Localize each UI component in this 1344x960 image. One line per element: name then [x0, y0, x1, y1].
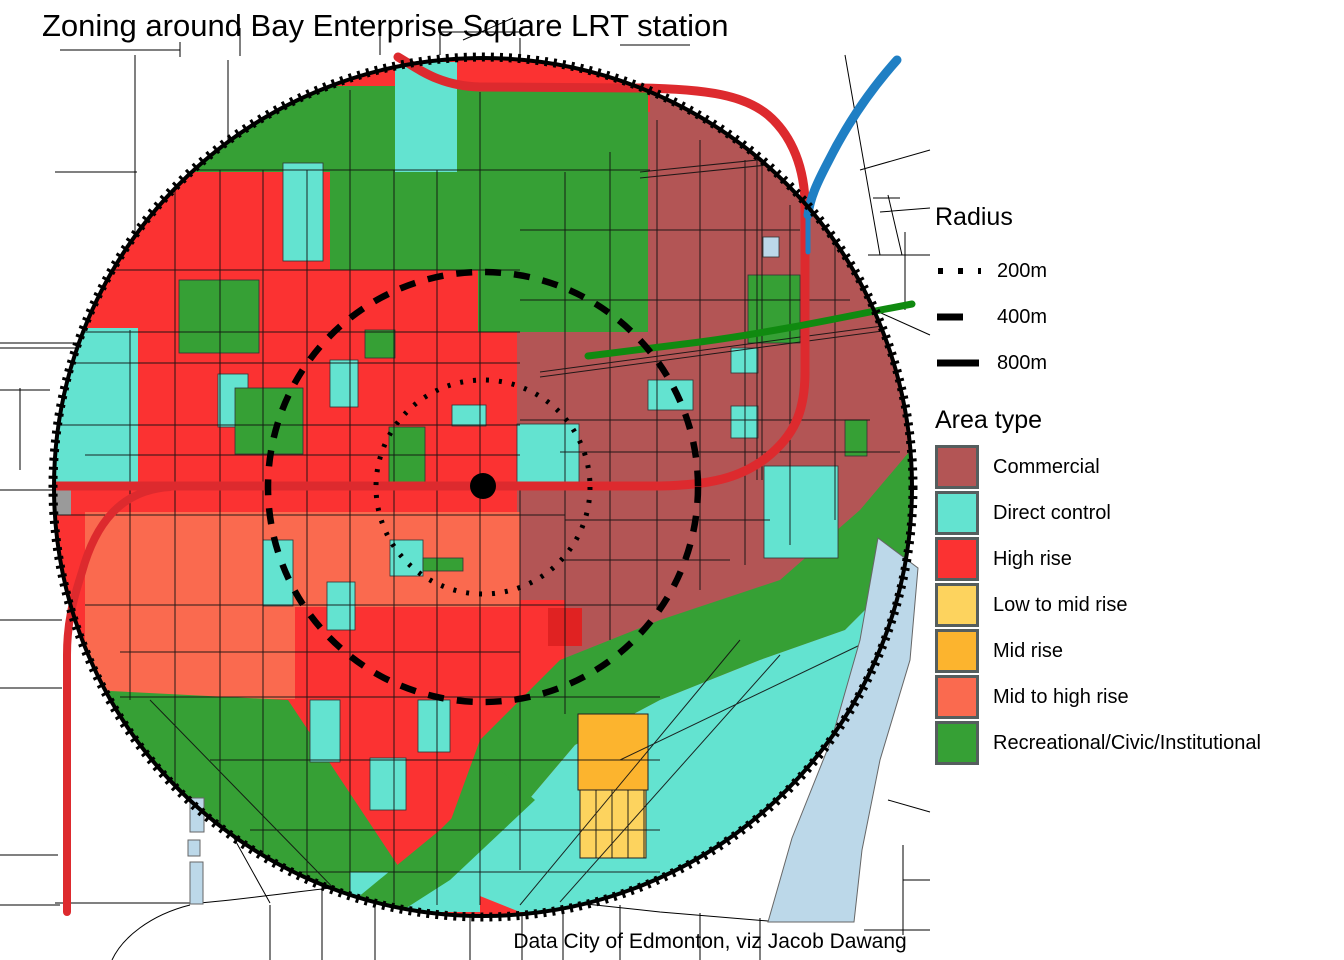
- transit-line-blue: [803, 55, 902, 220]
- legend-item-low-to-mid-rise: Low to mid rise: [935, 583, 1335, 627]
- dashed-line-icon: [937, 313, 963, 321]
- radius-item-800m: 800m: [935, 340, 1335, 386]
- creek: [187, 797, 205, 905]
- direct-control-parcels: [217, 162, 839, 811]
- station-marker: [470, 473, 496, 499]
- radius-legend-title: Radius: [935, 203, 1013, 231]
- area-type-legend: Area type Commercial Direct control High…: [935, 405, 1335, 765]
- mid-rise-swatch: [935, 629, 979, 673]
- lrt-line-red-west-branch: [63, 483, 174, 916]
- radius-label: 200m: [997, 259, 1048, 282]
- dotted-line-icon: [938, 268, 981, 274]
- legend-item-direct-control: Direct control: [935, 491, 1335, 535]
- ring-400m: [264, 268, 702, 706]
- area-type-legend-title: Area type: [935, 406, 1043, 434]
- legend-item-high-rise: High rise: [935, 537, 1335, 581]
- legend-item-mid-to-high-rise: Mid to high rise: [935, 675, 1335, 719]
- commercial-swatch: [935, 445, 979, 489]
- legend: Radius 200m 400m 800m Area type Commerci: [935, 202, 1335, 767]
- legend-item-mid-rise: Mid rise: [935, 629, 1335, 673]
- high-rise-swatch: [935, 537, 979, 581]
- radius-label: 800m: [997, 351, 1048, 374]
- data-source-caption: Data City of Edmonton, viz Jacob Dawang: [513, 930, 907, 953]
- legend-item-commercial: Commercial: [935, 445, 1335, 489]
- direct-control-swatch: [935, 491, 979, 535]
- radius-item-200m: 200m: [935, 248, 1335, 294]
- river: [767, 537, 919, 923]
- transit-line-green: [584, 300, 916, 360]
- zone-river-valley-green: [440, 445, 912, 860]
- recreational-swatch: [935, 721, 979, 765]
- mid-to-high-rise-swatch: [935, 675, 979, 719]
- radius-legend: 200m 400m 800m: [935, 248, 1335, 386]
- page-title: Zoning around Bay Enterprise Square LRT …: [42, 8, 729, 43]
- radius-label: 400m: [997, 305, 1048, 328]
- low-to-mid-rise-swatch: [935, 583, 979, 627]
- ring-200m: [373, 377, 593, 597]
- zone-low-to-mid-rise: [579, 789, 647, 859]
- legend-item-recreational: Recreational/Civic/Institutional: [935, 721, 1335, 765]
- radius-item-400m: 400m: [935, 294, 1335, 340]
- solid-line-icon: [937, 359, 979, 367]
- lrt-line-red-loop: [52, 52, 810, 491]
